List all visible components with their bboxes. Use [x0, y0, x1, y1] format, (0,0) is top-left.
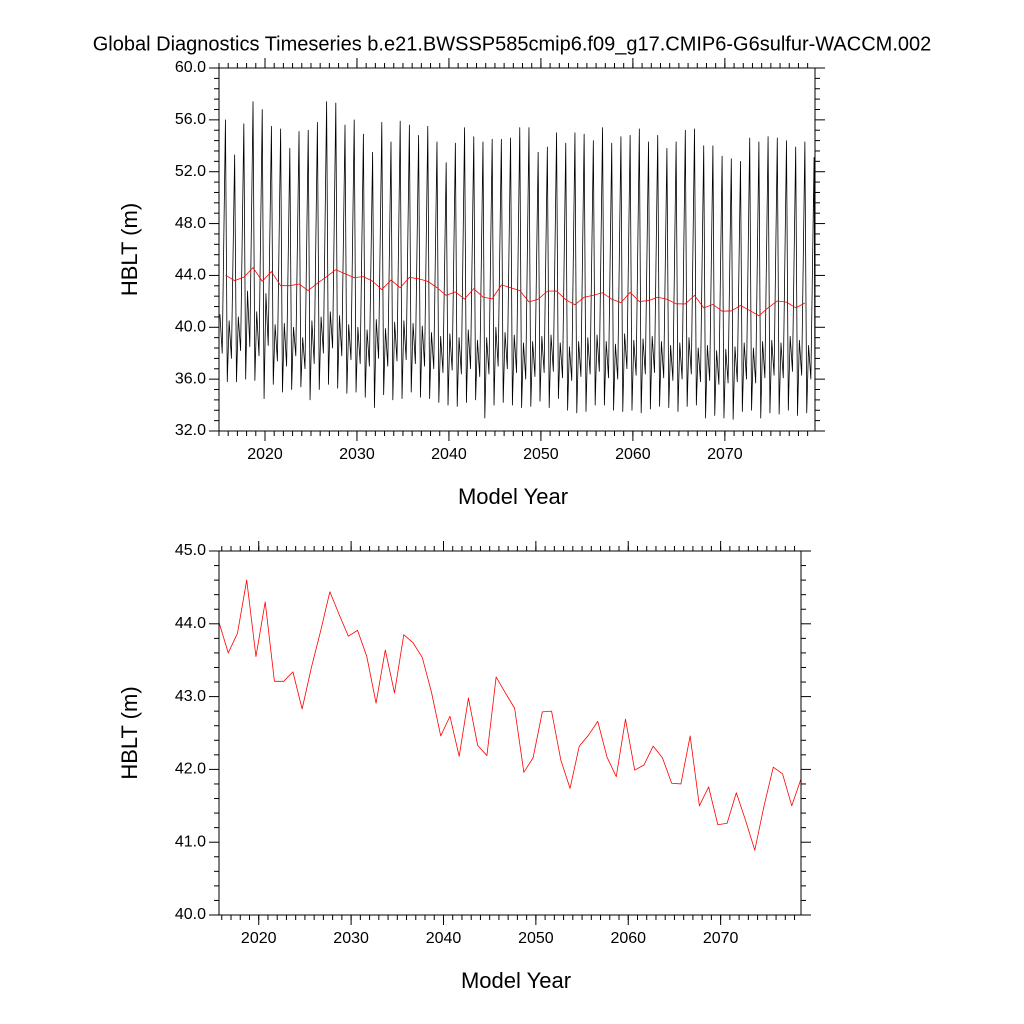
y-tick-label: 45.0 [175, 542, 206, 559]
y-tick-label: 43.0 [175, 688, 206, 705]
x-tick-label: 2060 [615, 446, 651, 463]
x-tick-label: 2040 [426, 930, 462, 947]
plot-frame [218, 550, 802, 916]
chart-title: Global Diagnostics Timeseries b.e21.BWSS… [93, 33, 932, 55]
y-tick-label: 60.0 [175, 59, 206, 76]
x-tick-label: 2020 [247, 446, 283, 463]
x-tick-label: 2050 [523, 446, 559, 463]
y-tick-label: 41.0 [175, 833, 206, 850]
x-tick-label: 2070 [703, 930, 739, 947]
x-tick-label: 2050 [518, 930, 554, 947]
x-tick-label: 2020 [241, 930, 277, 947]
y-axis-label: HBLT (m) [117, 203, 142, 296]
data-line [219, 101, 816, 420]
plot-frame [218, 67, 816, 432]
x-tick-label: 2060 [610, 930, 646, 947]
x-tick-label: 2030 [339, 446, 375, 463]
data-line [225, 267, 806, 317]
x-tick-label: 2040 [431, 446, 467, 463]
y-tick-label: 44.0 [175, 615, 206, 632]
y-tick-label: 40.0 [175, 906, 206, 923]
y-tick-label: 44.0 [175, 267, 206, 284]
x-axis-label: Model Year [461, 968, 571, 993]
y-tick-label: 48.0 [175, 215, 206, 232]
y-axis-label: HBLT (m) [117, 686, 142, 779]
y-tick-label: 36.0 [175, 370, 206, 387]
x-tick-label: 2030 [333, 930, 369, 947]
y-tick-label: 42.0 [175, 761, 206, 778]
y-tick-label: 56.0 [175, 111, 206, 128]
y-tick-label: 40.0 [175, 319, 206, 336]
x-tick-label: 2070 [707, 446, 743, 463]
y-tick-label: 32.0 [175, 422, 206, 439]
x-axis-label: Model Year [458, 484, 568, 509]
data-line [218, 579, 802, 851]
y-tick-label: 52.0 [175, 163, 206, 180]
